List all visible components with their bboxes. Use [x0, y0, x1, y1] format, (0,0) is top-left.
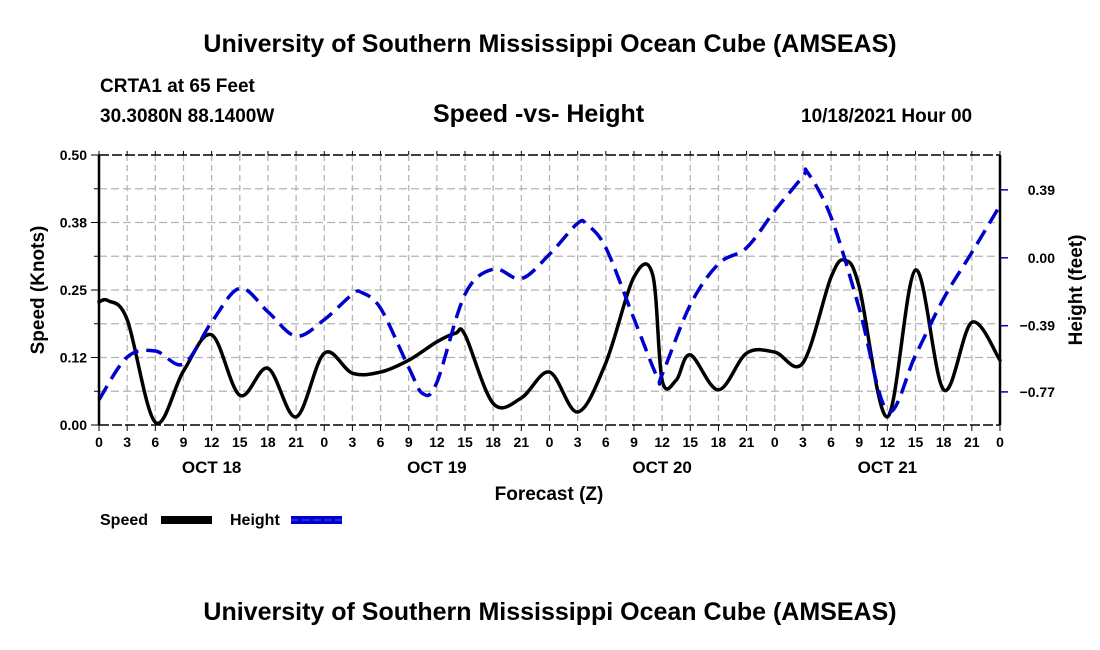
x-tick-label: 12: [429, 434, 445, 450]
x-tick-label: 15: [682, 434, 698, 450]
y-tick-label: 0.12: [60, 350, 87, 366]
bottom-title: University of Southern Mississippi Ocean…: [203, 598, 897, 626]
x-tick-label: 9: [180, 434, 188, 450]
axes: [91, 151, 1008, 431]
x-tick-label: 3: [123, 434, 131, 450]
x-tick-label: 15: [232, 434, 248, 450]
x-tick-label: 3: [574, 434, 582, 450]
x-tick-label: 18: [260, 434, 276, 450]
y2-tick-label: 0.00: [1028, 250, 1055, 266]
y2-axis-title: Height (feet): [1066, 235, 1087, 346]
x-tick-label: 0: [320, 434, 328, 450]
day-label: OCT 21: [858, 458, 918, 477]
x-tick-label: 9: [630, 434, 638, 450]
forecast-datetime: 10/18/2021 Hour 00: [801, 106, 973, 127]
y2-tick-label: −0.77: [1020, 384, 1056, 400]
x-tick-label: 0: [771, 434, 779, 450]
legend-speed-swatch: [161, 516, 212, 524]
coordinates-label: 30.3080N 88.1400W: [100, 106, 275, 127]
x-tick-label: 6: [151, 434, 159, 450]
legend: Speed Height: [100, 512, 342, 529]
series-height-line: [97, 167, 1002, 414]
y2-tick-label: −0.39: [1020, 318, 1056, 334]
x-tick-label: 21: [514, 434, 530, 450]
x-tick-label: 12: [204, 434, 220, 450]
x-tick-label: 21: [739, 434, 755, 450]
day-label: OCT 19: [407, 458, 467, 477]
x-tick-label: 21: [288, 434, 304, 450]
y-axis-title: Speed (Knots): [28, 226, 49, 355]
x-tick-label: 3: [349, 434, 357, 450]
legend-speed-label: Speed: [100, 512, 148, 529]
x-tick-label: 0: [546, 434, 554, 450]
x-tick-label: 18: [485, 434, 501, 450]
y-tick-label: 0.25: [60, 282, 87, 298]
x-tick-label: 15: [908, 434, 924, 450]
main-title: University of Southern Mississippi Ocean…: [203, 30, 897, 58]
series-group: [97, 167, 1002, 426]
tick-labels: 0 3 6 9 12 15 18 21 0 3 6 9 12 15 18 21 0 3 6 9 12 15 18 21 0 3 6 9…: [60, 147, 1055, 477]
day-label: OCT 20: [632, 458, 692, 477]
x-tick-label: 12: [880, 434, 896, 450]
x-tick-label: 15: [457, 434, 473, 450]
x-tick-label: 18: [711, 434, 727, 450]
day-label: OCT 18: [182, 458, 242, 477]
x-tick-label: 6: [827, 434, 835, 450]
x-tick-label: 9: [855, 434, 863, 450]
y2-tick-label: 0.39: [1028, 182, 1055, 198]
station-label: CRTA1 at 65 Feet: [100, 76, 255, 97]
chart-subtitle: Speed -vs- Height: [433, 100, 645, 128]
x-axis-title: Forecast (Z): [495, 484, 604, 505]
x-tick-label: 6: [602, 434, 610, 450]
series-speed-line: [97, 258, 1002, 426]
y-tick-label: 0.00: [60, 417, 87, 433]
x-tick-label: 18: [936, 434, 952, 450]
x-tick-label: 0: [996, 434, 1004, 450]
x-tick-label: 12: [654, 434, 670, 450]
x-tick-label: 0: [95, 434, 103, 450]
x-tick-label: 21: [964, 434, 980, 450]
legend-height-label: Height: [230, 512, 280, 529]
x-tick-label: 9: [405, 434, 413, 450]
x-tick-label: 3: [799, 434, 807, 450]
grid: [99, 155, 1000, 425]
y-tick-label: 0.50: [60, 147, 87, 163]
x-tick-label: 6: [377, 434, 385, 450]
y-tick-label: 0.38: [60, 215, 87, 231]
